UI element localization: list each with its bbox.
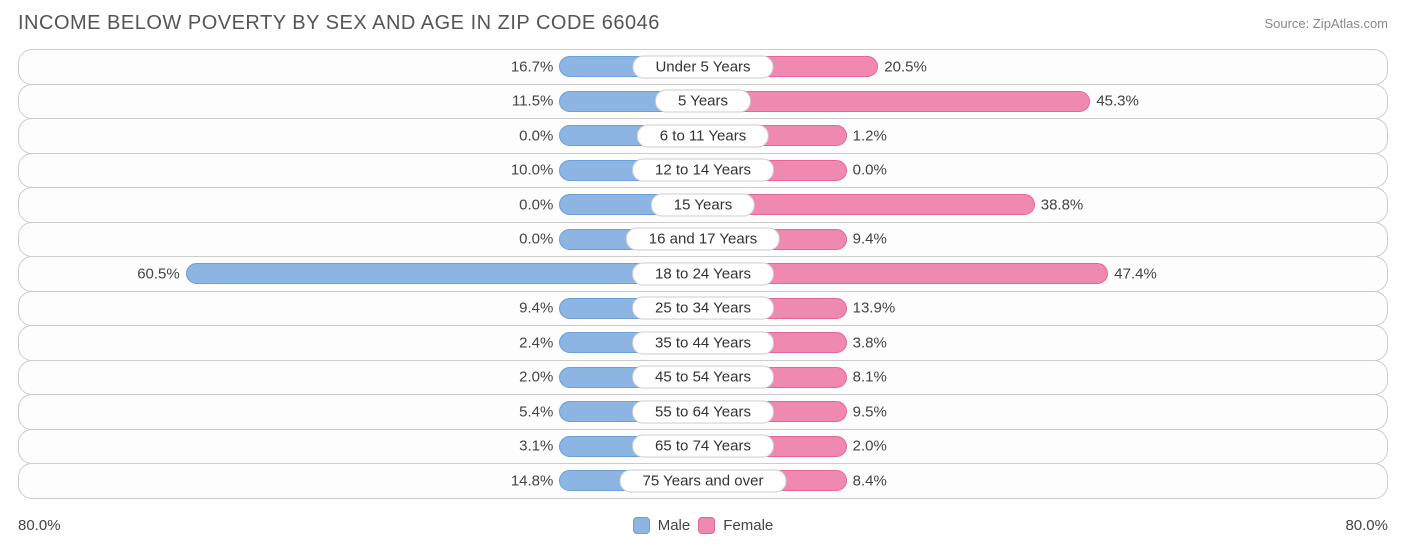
age-group-label: 55 to 64 Years bbox=[632, 400, 774, 423]
female-value-label: 45.3% bbox=[1096, 93, 1139, 110]
source-attribution: Source: ZipAtlas.com bbox=[1264, 16, 1388, 31]
male-value-label: 2.0% bbox=[519, 369, 553, 386]
male-half: 11.5% bbox=[19, 85, 703, 119]
age-group-label: 12 to 14 Years bbox=[632, 159, 774, 182]
male-value-label: 0.0% bbox=[519, 231, 553, 248]
male-half: 10.0% bbox=[19, 154, 703, 188]
female-value-label: 38.8% bbox=[1041, 196, 1084, 213]
male-half: 3.1% bbox=[19, 430, 703, 464]
chart-title: INCOME BELOW POVERTY BY SEX AND AGE IN Z… bbox=[18, 12, 660, 35]
male-value-label: 16.7% bbox=[511, 58, 554, 75]
chart-row: 2.0% 8.1% 45 to 54 Years bbox=[18, 360, 1388, 396]
age-group-label: 18 to 24 Years bbox=[632, 262, 774, 285]
age-group-label: Under 5 Years bbox=[632, 55, 773, 78]
chart-footer: 80.0% Male Female 80.0% bbox=[14, 511, 1392, 534]
legend-female-label: Female bbox=[723, 517, 773, 534]
male-half: 0.0% bbox=[19, 119, 703, 153]
male-half: 0.0% bbox=[19, 188, 703, 222]
female-swatch-icon bbox=[698, 517, 715, 534]
female-bar bbox=[703, 91, 1090, 112]
chart-row: 60.5% 47.4% 18 to 24 Years bbox=[18, 256, 1388, 292]
male-half: 0.0% bbox=[19, 223, 703, 257]
male-value-label: 9.4% bbox=[519, 300, 553, 317]
diverging-bar-chart: 16.7% 20.5% Under 5 Years 11.5% 45.3% 5 Years… bbox=[14, 49, 1392, 511]
age-group-label: 6 to 11 Years bbox=[637, 124, 769, 147]
axis-max-left: 80.0% bbox=[18, 517, 61, 534]
female-half: 1.2% bbox=[703, 119, 1387, 153]
female-half: 13.9% bbox=[703, 292, 1387, 326]
chart-row: 9.4% 13.9% 25 to 34 Years bbox=[18, 291, 1388, 327]
age-group-label: 35 to 44 Years bbox=[632, 331, 774, 354]
chart-row: 10.0% 0.0% 12 to 14 Years bbox=[18, 153, 1388, 189]
age-group-label: 25 to 34 Years bbox=[632, 297, 774, 320]
age-group-label: 15 Years bbox=[651, 193, 755, 216]
male-value-label: 2.4% bbox=[519, 334, 553, 351]
chart-row: 11.5% 45.3% 5 Years bbox=[18, 84, 1388, 120]
female-value-label: 3.8% bbox=[853, 334, 887, 351]
male-value-label: 10.0% bbox=[511, 162, 554, 179]
male-half: 16.7% bbox=[19, 50, 703, 84]
male-half: 2.4% bbox=[19, 326, 703, 360]
male-swatch-icon bbox=[633, 517, 650, 534]
axis-max-right: 80.0% bbox=[1345, 517, 1388, 534]
female-value-label: 47.4% bbox=[1114, 265, 1157, 282]
male-half: 14.8% bbox=[19, 464, 703, 498]
female-value-label: 20.5% bbox=[884, 58, 927, 75]
male-half: 5.4% bbox=[19, 395, 703, 429]
chart-row: 0.0% 9.4% 16 and 17 Years bbox=[18, 222, 1388, 258]
age-group-label: 16 and 17 Years bbox=[626, 228, 780, 251]
female-value-label: 0.0% bbox=[853, 162, 887, 179]
male-half: 9.4% bbox=[19, 292, 703, 326]
female-half: 8.1% bbox=[703, 361, 1387, 395]
female-half: 9.4% bbox=[703, 223, 1387, 257]
male-value-label: 14.8% bbox=[511, 472, 554, 489]
age-group-label: 5 Years bbox=[655, 90, 751, 113]
male-value-label: 11.5% bbox=[512, 93, 553, 110]
female-value-label: 9.4% bbox=[853, 231, 887, 248]
chart-row: 3.1% 2.0% 65 to 74 Years bbox=[18, 429, 1388, 465]
female-value-label: 2.0% bbox=[853, 438, 887, 455]
female-half: 9.5% bbox=[703, 395, 1387, 429]
female-half: 20.5% bbox=[703, 50, 1387, 84]
female-value-label: 8.4% bbox=[853, 472, 887, 489]
female-half: 8.4% bbox=[703, 464, 1387, 498]
chart-row: 0.0% 38.8% 15 Years bbox=[18, 187, 1388, 223]
female-half: 47.4% bbox=[703, 257, 1387, 291]
female-value-label: 9.5% bbox=[853, 403, 887, 420]
male-bar bbox=[186, 263, 703, 284]
age-group-label: 65 to 74 Years bbox=[632, 435, 774, 458]
male-half: 2.0% bbox=[19, 361, 703, 395]
age-group-label: 75 Years and over bbox=[620, 469, 787, 492]
chart-row: 16.7% 20.5% Under 5 Years bbox=[18, 49, 1388, 85]
male-value-label: 3.1% bbox=[519, 438, 553, 455]
female-half: 45.3% bbox=[703, 85, 1387, 119]
chart-row: 2.4% 3.8% 35 to 44 Years bbox=[18, 325, 1388, 361]
female-value-label: 13.9% bbox=[853, 300, 896, 317]
male-half: 60.5% bbox=[19, 257, 703, 291]
female-value-label: 1.2% bbox=[853, 127, 887, 144]
female-half: 3.8% bbox=[703, 326, 1387, 360]
male-value-label: 0.0% bbox=[519, 127, 553, 144]
chart-row: 5.4% 9.5% 55 to 64 Years bbox=[18, 394, 1388, 430]
male-value-label: 5.4% bbox=[519, 403, 553, 420]
female-value-label: 8.1% bbox=[853, 369, 887, 386]
female-half: 0.0% bbox=[703, 154, 1387, 188]
female-half: 38.8% bbox=[703, 188, 1387, 222]
header: INCOME BELOW POVERTY BY SEX AND AGE IN Z… bbox=[14, 8, 1392, 49]
chart-row: 0.0% 1.2% 6 to 11 Years bbox=[18, 118, 1388, 154]
legend: Male Female bbox=[633, 517, 774, 534]
chart-row: 14.8% 8.4% 75 Years and over bbox=[18, 463, 1388, 499]
age-group-label: 45 to 54 Years bbox=[632, 366, 774, 389]
female-half: 2.0% bbox=[703, 430, 1387, 464]
legend-male-label: Male bbox=[658, 517, 691, 534]
male-value-label: 0.0% bbox=[519, 196, 553, 213]
male-value-label: 60.5% bbox=[137, 265, 180, 282]
